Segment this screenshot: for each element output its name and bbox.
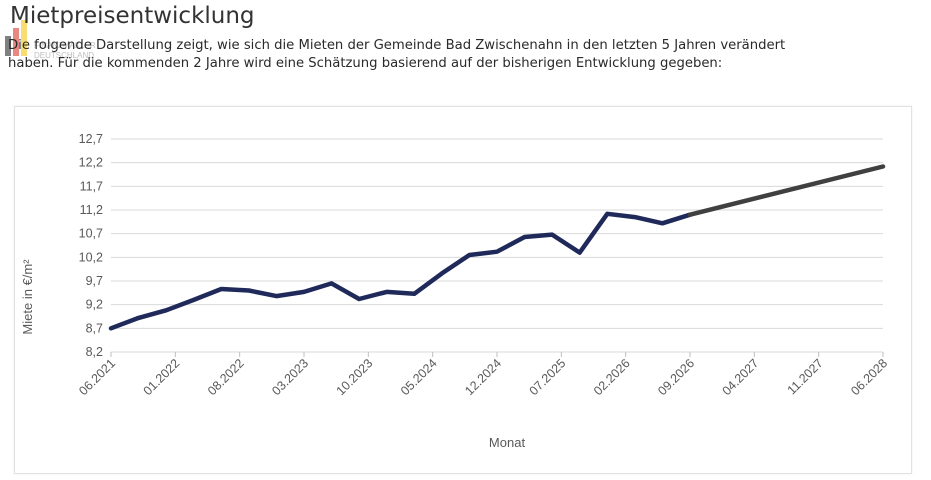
forecast-series-line — [687, 164, 886, 217]
intro-line-2: haben. Für die kommenden 2 Jahre wird ei… — [8, 56, 723, 71]
logo-text-top: FINANZMAKLER — [34, 41, 96, 50]
actual-series-line — [108, 211, 693, 331]
company-logo: FINANZMAKLER DEUTSCHLAND — [5, 20, 96, 60]
y-tick-label: 8,7 — [86, 321, 103, 335]
y-tick-label: 12,7 — [79, 132, 103, 146]
intro-line-1: Die folgende Darstellung zeigt, wie sich… — [8, 38, 786, 53]
logo-text-bottom: DEUTSCHLAND — [34, 51, 94, 60]
x-tick-label: 07.2025 — [527, 356, 569, 398]
y-tick-label: 8,2 — [86, 345, 103, 359]
page-title: Mietpreisentwicklung — [10, 3, 255, 29]
x-tick-label: 01.2022 — [141, 356, 183, 398]
intro-text: Die folgende Darstellung zeigt, wie sich… — [8, 37, 908, 73]
chart-card: 8,2 8,7 9,2 9,7 10,2 10,7 11,2 11,7 12,2 12,7 06.… — [14, 106, 912, 474]
x-tick-label: 06.2028 — [848, 356, 890, 398]
y-axis-label: Miete in €/m² — [20, 259, 35, 335]
x-axis-ticks: 06.2021 01.2022 08.2022 03.2023 10.2023 05.20… — [76, 352, 890, 398]
y-tick-label: 11,7 — [80, 179, 103, 193]
x-tick-label: 10.2023 — [334, 356, 376, 398]
x-tick-label: 03.2023 — [269, 356, 311, 398]
x-tick-label: 05.2024 — [398, 356, 440, 398]
x-tick-label: 04.2027 — [720, 356, 762, 398]
grid-lines — [111, 138, 883, 353]
y-axis-ticks: 8,2 8,7 9,2 9,7 10,2 10,7 11,2 11,7 12,2 12,7 — [79, 132, 103, 359]
x-tick-label: 08.2022 — [205, 356, 247, 398]
y-tick-label: 9,7 — [86, 274, 103, 288]
x-tick-label: 09.2026 — [655, 356, 697, 398]
x-tick-label: 02.2026 — [591, 356, 633, 398]
x-tick-label: 12.2024 — [462, 356, 504, 398]
y-tick-label: 12,2 — [79, 156, 103, 170]
x-axis-label: Monat — [489, 435, 526, 450]
series-lines — [108, 164, 886, 331]
y-tick-label: 10,2 — [79, 250, 103, 264]
y-tick-label: 9,2 — [86, 298, 103, 312]
rent-chart: 8,2 8,7 9,2 9,7 10,2 10,7 11,2 11,7 12,2 12,7 06.… — [20, 132, 890, 450]
x-tick-label: 11.2027 — [785, 356, 826, 397]
y-tick-label: 10,7 — [79, 227, 103, 241]
y-tick-label: 11,2 — [80, 203, 103, 217]
x-tick-label: 06.2021 — [76, 356, 118, 398]
